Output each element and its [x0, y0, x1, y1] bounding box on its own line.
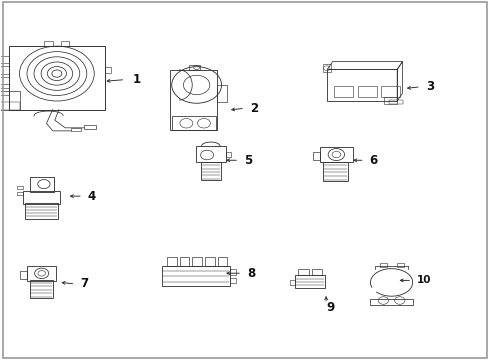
Bar	[27, 266, 55, 281]
Bar	[25, 203, 58, 219]
Bar	[397, 263, 404, 267]
Bar	[0, 55, 9, 63]
Bar	[0, 87, 9, 95]
Text: 10: 10	[417, 275, 432, 285]
Bar	[170, 70, 217, 130]
Bar	[381, 86, 400, 97]
Bar	[17, 192, 24, 195]
Bar	[323, 64, 331, 72]
Bar	[0, 77, 9, 84]
Bar	[9, 45, 105, 109]
Bar	[167, 257, 176, 266]
Bar	[172, 116, 216, 130]
Bar	[162, 266, 230, 286]
Bar	[230, 269, 237, 275]
Bar	[0, 102, 20, 109]
Bar	[327, 69, 397, 101]
Bar	[17, 186, 24, 189]
Bar	[298, 269, 309, 275]
Text: 1: 1	[133, 73, 141, 86]
Bar	[389, 100, 403, 104]
Bar	[358, 86, 376, 97]
Bar	[384, 97, 397, 104]
Text: 9: 9	[326, 301, 334, 314]
Bar	[205, 257, 215, 266]
Bar	[196, 146, 226, 162]
Bar	[0, 66, 9, 73]
Bar	[21, 271, 27, 279]
Bar	[290, 279, 295, 285]
Bar	[320, 147, 353, 162]
Bar	[334, 86, 353, 97]
Bar	[218, 257, 227, 266]
Text: 5: 5	[244, 154, 252, 167]
Bar	[0, 91, 20, 109]
Bar	[230, 278, 237, 283]
Bar	[105, 67, 111, 73]
Text: 2: 2	[250, 102, 258, 115]
Bar	[370, 299, 413, 305]
Text: 3: 3	[426, 80, 434, 93]
Bar	[84, 125, 97, 129]
Bar	[179, 257, 189, 266]
Text: 7: 7	[80, 278, 89, 291]
Bar	[217, 85, 227, 102]
Bar	[45, 41, 53, 45]
Text: 4: 4	[88, 190, 96, 203]
Text: 8: 8	[247, 267, 255, 280]
Bar	[226, 152, 231, 157]
Bar	[61, 41, 70, 45]
Bar	[312, 269, 322, 275]
Text: 6: 6	[369, 154, 378, 167]
Bar	[189, 65, 199, 70]
Bar	[24, 191, 60, 204]
Bar	[200, 162, 221, 180]
Bar	[313, 152, 320, 159]
Bar	[72, 128, 80, 131]
Bar	[380, 263, 387, 267]
Bar	[192, 257, 202, 266]
Bar	[295, 275, 325, 288]
Bar	[323, 162, 348, 181]
Bar	[29, 280, 53, 298]
Bar	[29, 176, 54, 192]
